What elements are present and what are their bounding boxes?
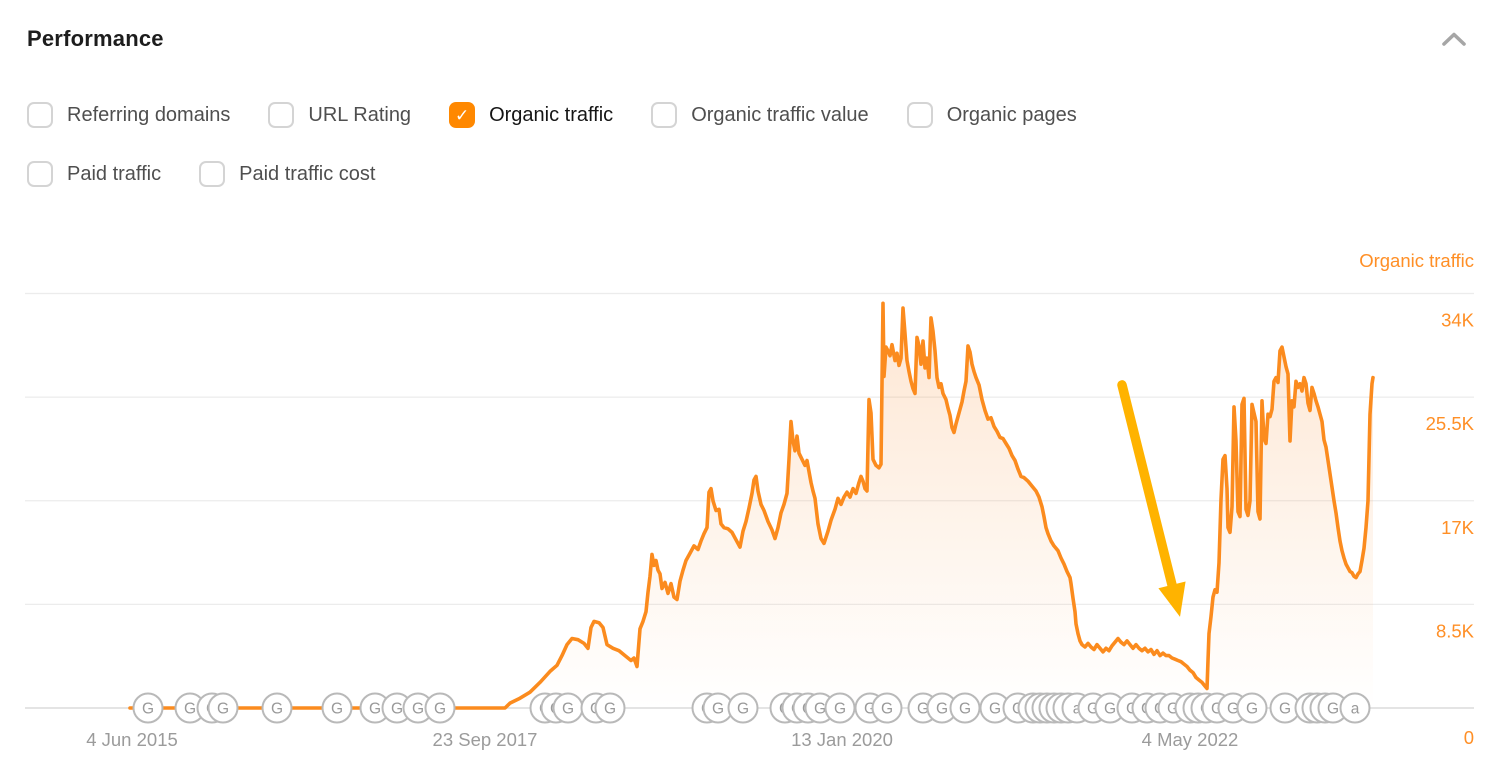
update-marker-letter: G [271,701,283,718]
filter-label: URL Rating [308,103,412,126]
update-marker-letter: a [1073,701,1082,718]
traffic-area-fill [130,303,1373,708]
update-marker-letter: G [391,701,403,718]
filter-checkbox-organic-pages[interactable]: Organic pages [906,102,1077,128]
page-title: Performance [27,26,164,51]
chart-svg: GGGGGGGGGGGGGGGGGGGGGGGGGGGGGGGGGGGGaGGG… [25,250,1475,750]
google-update-marker[interactable]: G [552,692,584,724]
filter-checkbox-organic-traffic[interactable]: ✓ Organic traffic [449,102,613,128]
traffic-series [128,301,1375,710]
google-update-marker[interactable]: G [132,692,164,724]
google-update-markers: GGGGGGGGGGGGGGGGGGGGGGGGGGGGGGGGGGGGaGGG… [132,692,1371,724]
update-marker-letter: G [562,701,574,718]
arrow-shaft [1117,380,1177,590]
filter-label: Organic pages [946,103,1077,126]
arrow-head [1158,581,1186,617]
update-marker-letter: G [184,701,196,718]
x-axis-tick: 13 Jan 2020 [791,729,893,750]
update-marker-letter: G [917,701,929,718]
filter-checkbox-referring-domains[interactable]: Referring domains [27,102,230,128]
update-marker-letter: G [412,701,424,718]
checkbox-unchecked[interactable] [27,161,53,187]
filter-checkbox-paid-traffic-cost[interactable]: Paid traffic cost [199,161,375,187]
update-marker-letter: a [1351,701,1360,718]
y-axis-tick: 0 [1464,727,1474,748]
filter-checkbox-organic-traffic-value[interactable]: Organic traffic value [651,102,869,128]
google-update-marker[interactable]: G [979,692,1011,724]
filter-row-1: Referring domains URL Rating ✓ Organic traf… [27,102,1469,128]
y-axis-tick: 8.5K [1436,620,1475,641]
panel-header: Performance [27,26,1469,52]
checkbox-unchecked[interactable] [651,102,678,128]
collapse-chevron-icon[interactable] [1439,28,1469,50]
x-axis-tick: 4 Jun 2015 [86,729,178,750]
update-marker-letter: G [434,701,446,718]
y-axis-tick: 17K [1441,517,1475,538]
update-marker-letter: G [604,701,616,718]
google-update-marker[interactable]: G [871,692,903,724]
google-update-marker[interactable]: G [824,692,856,724]
update-marker-letter: G [1327,701,1339,718]
y-axis-tick-labels: 34K 25.5K 17K 8.5K 0 [1426,310,1475,749]
google-update-marker[interactable]: G [207,692,239,724]
update-marker-letter: G [936,701,948,718]
google-update-marker[interactable]: G [402,692,434,724]
update-marker-letter: G [217,701,229,718]
update-marker-letter: G [1279,701,1291,718]
google-update-marker[interactable]: a [1339,692,1371,724]
checkbox-unchecked[interactable] [906,102,933,128]
update-marker-letter: G [834,701,846,718]
google-update-marker[interactable]: G [727,692,759,724]
update-marker-letter: G [737,701,749,718]
update-marker-letter: G [1227,701,1239,718]
update-marker-letter: G [712,701,724,718]
filter-label: Referring domains [67,103,231,126]
google-update-marker[interactable]: G [261,692,293,724]
checkbox-unchecked[interactable] [268,102,295,128]
y-axis-title: Organic traffic [1359,250,1474,271]
checkbox-checked-icon[interactable]: ✓ [449,102,476,128]
filter-checkbox-paid-traffic[interactable]: Paid traffic [27,161,161,187]
metric-filters: Referring domains URL Rating ✓ Organic traf… [27,102,1469,220]
update-marker-letter: G [959,701,971,718]
filter-label: Organic traffic [489,103,614,126]
update-marker-letter: G [1104,701,1116,718]
organic-traffic-chart: GGGGGGGGGGGGGGGGGGGGGGGGGGGGGGGGGGGGaGGG… [0,240,1496,772]
annotation-arrow [1117,380,1186,617]
google-update-marker[interactable]: G [594,692,626,724]
google-update-marker[interactable]: G [949,692,981,724]
filter-checkbox-url-rating[interactable]: URL Rating [268,102,411,128]
update-marker-letter: G [881,701,893,718]
google-update-marker[interactable]: G [359,692,391,724]
y-axis-tick: 34K [1441,310,1475,331]
google-update-marker[interactable]: G [424,692,456,724]
update-marker-letter: G [142,701,154,718]
filter-label: Organic traffic value [691,103,869,126]
update-marker-letter: G [369,701,381,718]
filter-label: Paid traffic cost [239,162,376,185]
google-update-marker[interactable]: G [1269,692,1301,724]
google-update-marker[interactable]: G [321,692,353,724]
google-update-marker[interactable]: G [1236,692,1268,724]
x-axis-tick: 23 Sep 2017 [433,729,538,750]
google-update-marker[interactable]: G [702,692,734,724]
update-marker-letter: G [814,701,826,718]
checkbox-unchecked[interactable] [199,161,226,187]
y-axis-tick: 25.5K [1426,413,1475,434]
filter-label: Paid traffic [67,162,162,185]
chevron-up-icon [1442,32,1466,46]
filter-row-2: Paid traffic Paid traffic cost [27,161,1469,187]
update-marker-letter: G [1246,701,1258,718]
x-axis-tick: 4 May 2022 [1142,729,1239,750]
checkbox-unchecked[interactable] [27,102,53,128]
traffic-line [128,301,1375,710]
update-marker-letter: G [989,701,1001,718]
google-update-marker[interactable]: G [1317,692,1349,724]
update-marker-letter: G [331,701,343,718]
x-axis-tick-labels: 4 Jun 2015 23 Sep 2017 13 Jan 2020 4 May 20… [86,729,1238,750]
